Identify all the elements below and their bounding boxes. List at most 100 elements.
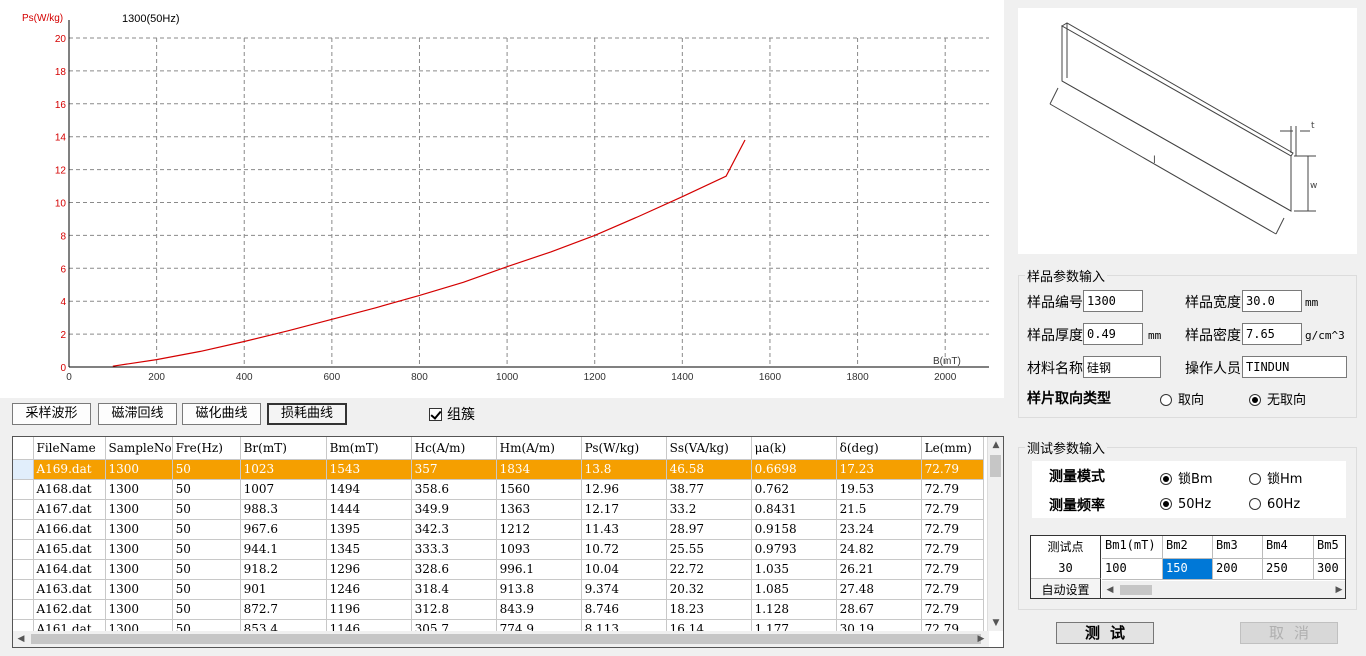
material-name-label: 材料名称 [1027, 361, 1083, 377]
table-row[interactable]: A165.dat 1300 50 944.1 1345 333.3 1093 10.72 25.… [13, 539, 984, 560]
radio-60hz-label: 60Hz [1267, 497, 1301, 512]
table-cell: 10.72 [581, 539, 667, 560]
table-cell: 1300 [105, 539, 173, 560]
table-cell: 46.58 [666, 459, 752, 480]
row-selector[interactable] [13, 499, 34, 520]
bm-value-cell[interactable]: 300 [1314, 559, 1345, 580]
table-cell: 72.79 [921, 559, 984, 580]
radio-selected-icon [1249, 394, 1261, 406]
tab-loss-curve[interactable]: 损耗曲线 [267, 403, 347, 425]
column-header[interactable]: δ(deg) [836, 437, 922, 460]
table-row[interactable]: A169.dat 1300 50 1023 1543 357 1834 13.8 46.58 0.… [13, 459, 984, 480]
row-selector[interactable] [13, 579, 34, 600]
column-header[interactable]: SampleNo [105, 437, 173, 460]
sample-width-input[interactable] [1242, 290, 1302, 312]
bm-horizontal-scrollbar[interactable]: ◀ ▶ [1102, 581, 1345, 598]
table-cell: 1300 [105, 499, 173, 520]
bm-value-cell[interactable]: 100 [1102, 559, 1163, 580]
row-selector[interactable] [13, 559, 34, 580]
table-cell: 0.8431 [751, 499, 837, 520]
table-row[interactable]: A167.dat 1300 50 988.3 1444 349.9 1363 12.17 33.… [13, 499, 984, 520]
sample-params-legend: 样品参数输入 [1027, 270, 1106, 285]
table-cell: 0.9793 [751, 539, 837, 560]
scroll-up-icon[interactable]: ▲ [992, 440, 1000, 450]
radio-non-oriented[interactable]: 无取向 [1249, 389, 1306, 408]
x-tick-label: 1200 [584, 372, 607, 383]
test-button[interactable]: 测试 [1056, 622, 1154, 644]
table-cell: 333.3 [411, 539, 497, 560]
table-row[interactable]: A163.dat 1300 50 901 1246 318.4 913.8 9.374 20.3… [13, 579, 984, 600]
bm-hscroll-thumb[interactable] [1120, 585, 1152, 595]
table-cell: 357 [411, 459, 497, 480]
column-header[interactable]: Le(mm) [921, 437, 984, 460]
row-selector[interactable] [13, 599, 34, 620]
scroll-down-icon[interactable]: ▼ [992, 618, 1000, 628]
column-header[interactable]: Hm(A/m) [496, 437, 582, 460]
group-checkbox[interactable]: 组簇 [429, 404, 475, 424]
material-name-input[interactable] [1083, 356, 1161, 378]
table-row[interactable]: A166.dat 1300 50 967.6 1395 342.3 1212 11.43 28.… [13, 519, 984, 540]
table-cell: A164.dat [33, 559, 106, 580]
row-selector[interactable] [13, 459, 34, 480]
row-selector[interactable] [13, 519, 34, 540]
radio-selected-icon [1160, 473, 1172, 485]
x-tick-label: 1000 [496, 372, 519, 383]
auto-set-button[interactable]: 自动设置 [1031, 579, 1101, 598]
table-hscroll-thumb[interactable] [31, 634, 981, 644]
column-header[interactable]: Fre(Hz) [172, 437, 241, 460]
table-row[interactable]: A168.dat 1300 50 1007 1494 358.6 1560 12.96 38.7… [13, 479, 984, 500]
test-points-input[interactable] [1031, 558, 1101, 579]
table-vertical-scrollbar[interactable]: ▲ ▼ [987, 437, 1003, 631]
x-tick-label: 400 [236, 372, 253, 383]
radio-60hz[interactable]: 60Hz [1249, 497, 1300, 512]
column-header[interactable]: Bm(mT) [326, 437, 412, 460]
column-header[interactable]: Br(mT) [240, 437, 327, 460]
column-header[interactable]: Ss(VA/kg) [666, 437, 752, 460]
radio-lock-bm[interactable]: 锁Bm [1160, 468, 1213, 487]
table-cell: 25.55 [666, 539, 752, 560]
table-cell: 913.8 [496, 579, 582, 600]
bm-header: Bm4 [1263, 536, 1314, 559]
column-header[interactable]: FileName [33, 437, 106, 460]
bm-value-cell[interactable]: 200 [1213, 559, 1263, 580]
tab-sampled-waveform[interactable]: 采样波形 [12, 403, 91, 425]
table-row[interactable]: A164.dat 1300 50 918.2 1296 328.6 996.1 10.04 22… [13, 559, 984, 580]
radio-50hz[interactable]: 50Hz [1160, 497, 1211, 512]
row-selector[interactable] [13, 539, 34, 560]
x-tick-label: 600 [324, 372, 341, 383]
row-selector[interactable] [13, 479, 34, 500]
column-header[interactable]: Ps(W/kg) [581, 437, 667, 460]
sample-thickness-input[interactable] [1083, 323, 1143, 345]
loss-chart-panel: 0 2 4 6 8 10 12 14 16 18 20 0 200 400 600 800 1000 1200 14… [0, 0, 1004, 398]
column-header[interactable]: Hc(A/m) [411, 437, 497, 460]
test-params-group: 测试参数输入 [1018, 438, 1357, 610]
table-cell: 918.2 [240, 559, 327, 580]
radio-lock-hm[interactable]: 锁Hm [1249, 468, 1302, 487]
table-cell: 26.21 [836, 559, 922, 580]
sample-no-input[interactable] [1083, 290, 1143, 312]
length-label: l [1153, 155, 1156, 166]
table-horizontal-scrollbar[interactable]: ◀ ▶ [13, 631, 989, 647]
radio-selected-icon [1160, 498, 1172, 510]
scroll-left-icon[interactable]: ◀ [1106, 585, 1114, 595]
table-row[interactable]: A162.dat 1300 50 872.7 1196 312.8 843.9 8.746 18… [13, 599, 984, 620]
bm-value-cell-selected[interactable]: 150 [1163, 559, 1213, 580]
table-cell: 1023 [240, 459, 327, 480]
scroll-right-icon[interactable]: ▶ [977, 634, 985, 644]
scroll-left-icon[interactable]: ◀ [17, 634, 25, 644]
table-cell: 988.3 [240, 499, 327, 520]
tab-magnetization-curve[interactable]: 磁化曲线 [182, 403, 261, 425]
bm-value-cell[interactable]: 250 [1263, 559, 1314, 580]
tab-hysteresis-loop[interactable]: 磁滞回线 [98, 403, 177, 425]
sample-density-input[interactable] [1242, 323, 1302, 345]
table-cell: 312.8 [411, 599, 497, 620]
column-header[interactable]: μa(k) [751, 437, 837, 460]
operator-input[interactable] [1242, 356, 1347, 378]
radio-oriented[interactable]: 取向 [1160, 389, 1204, 408]
table-cell: 1345 [326, 539, 412, 560]
table-cell: 1560 [496, 479, 582, 500]
cancel-button[interactable]: 取消 [1240, 622, 1338, 644]
table-vscroll-thumb[interactable] [990, 455, 1001, 477]
table-cell: 967.6 [240, 519, 327, 540]
scroll-right-icon[interactable]: ▶ [1335, 585, 1343, 595]
